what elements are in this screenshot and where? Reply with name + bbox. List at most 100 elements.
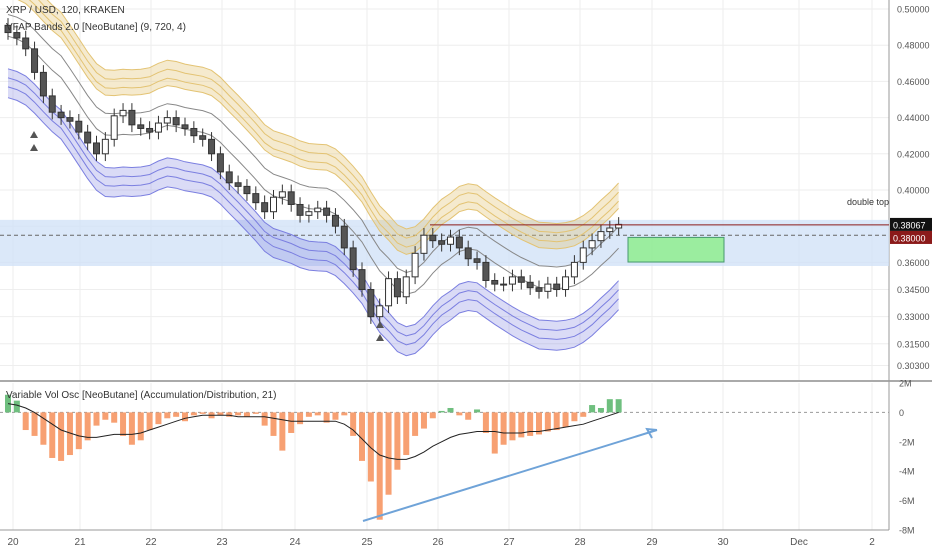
annotations (30, 131, 889, 341)
osc-bar (571, 412, 578, 422)
osc-bar (544, 412, 551, 432)
oscillator-pane[interactable] (0, 394, 889, 522)
oscillator-title: Variable Vol Osc [NeoButane] (Accumulati… (6, 390, 277, 401)
candle-body (517, 276, 525, 283)
candle-body (216, 153, 224, 173)
time-tick-label: 2 (869, 537, 875, 548)
osc-bar (341, 412, 348, 416)
candle (190, 121, 198, 143)
candle (199, 128, 207, 147)
candle (438, 233, 446, 252)
osc-bar (420, 412, 427, 429)
candles[interactable] (4, 18, 623, 324)
osc-bar (367, 412, 374, 482)
candle-body (588, 240, 596, 249)
candle (101, 132, 109, 162)
candle (491, 273, 499, 292)
candle (526, 275, 534, 295)
candle (553, 276, 561, 297)
lower-band-line (7, 68, 619, 328)
osc-bar (66, 412, 73, 456)
osc-bar (482, 412, 489, 433)
candle-body (615, 223, 623, 229)
candle-body (48, 95, 56, 113)
candle (4, 18, 12, 40)
candle-body (163, 117, 171, 124)
time-tick-label: 30 (717, 537, 729, 548)
candle (349, 240, 357, 277)
axes: 0.50000 0.48000 0.46000 0.44000 0.42000 0.400… (7, 5, 932, 548)
candle (252, 186, 260, 210)
candle (562, 269, 570, 297)
price-tick-label: 0.48000 (897, 41, 930, 51)
upper-band-line (17, 0, 619, 255)
signal-marker (376, 334, 384, 341)
candle-body (570, 261, 578, 278)
candle-body (146, 127, 154, 133)
price-tick-label: 0.33000 (897, 312, 930, 322)
trend-arrow-line (362, 429, 658, 522)
upper-band-line (46, 0, 619, 230)
osc-tick-label: -8M (899, 526, 915, 536)
candle-body (172, 117, 180, 126)
grid (0, 0, 932, 531)
candle (508, 269, 516, 292)
time-tick-label: 28 (574, 537, 586, 548)
candle-body (544, 283, 552, 292)
lower-band-line (7, 97, 619, 357)
candle (172, 110, 180, 133)
candle-body (358, 269, 366, 291)
candle (225, 164, 233, 190)
candle-body (22, 37, 30, 50)
symbol-title: XRP / USD, 120, KRAKEN (6, 5, 125, 16)
osc-bar (447, 407, 454, 413)
candle (323, 200, 331, 223)
candle-body (420, 234, 428, 254)
time-tick-label: 26 (432, 537, 444, 548)
osc-bar (31, 412, 38, 436)
candle (39, 65, 47, 104)
osc-tick-label: -4M (899, 467, 915, 477)
signal-marker (376, 321, 384, 328)
candle (93, 135, 100, 162)
candle-body (438, 240, 446, 245)
candle-body (119, 109, 127, 117)
osc-bar (456, 412, 463, 416)
osc-bar (128, 412, 135, 445)
candle-body (128, 109, 136, 126)
level-badge (890, 230, 932, 244)
candle-body (57, 111, 65, 119)
candle (296, 197, 304, 223)
osc-bar (323, 412, 330, 423)
vfap-bands (7, 0, 619, 357)
osc-bar (270, 412, 277, 436)
price-badge-label: 0.38067 (893, 220, 926, 230)
candle (75, 114, 83, 140)
osc-bar (385, 412, 392, 495)
candle-body (597, 231, 605, 242)
candle-body (243, 185, 251, 195)
candle-body (393, 278, 401, 298)
candle-body (464, 247, 472, 260)
candle-body (208, 138, 216, 155)
osc-bar (173, 412, 180, 417)
price-tick-label: 0.50000 (897, 5, 930, 15)
candle (243, 179, 251, 201)
candle (137, 117, 145, 136)
time-tick-label: 23 (216, 537, 228, 548)
candle (393, 271, 401, 304)
lower-band-fill (8, 68, 619, 356)
basis-line (7, 14, 619, 274)
double-top-label: double top (847, 197, 889, 207)
osc-bar (5, 394, 11, 413)
osc-bar (553, 412, 560, 431)
candle (606, 220, 614, 239)
candle-body (270, 196, 277, 213)
time-tick-label: 22 (145, 537, 157, 548)
osc-bar (164, 412, 171, 419)
candle (385, 271, 393, 314)
candle-body (252, 193, 260, 204)
candle (429, 228, 437, 248)
